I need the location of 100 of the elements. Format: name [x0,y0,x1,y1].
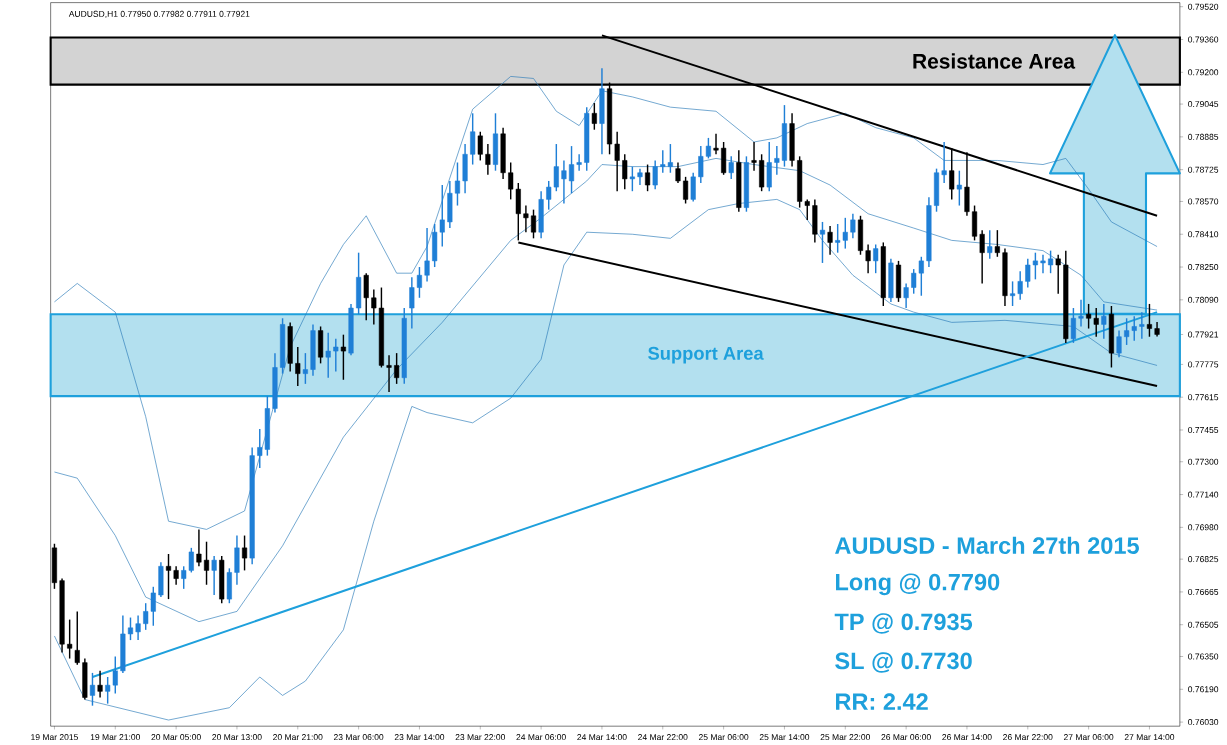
candlestick [454,162,461,207]
x-tick-label: 19 Mar 2015 [31,734,78,741]
x-tick-label: 26 Mar 22:00 [1003,734,1053,741]
candlestick [819,221,826,264]
y-tick-label: 0.79200 [1188,69,1219,76]
candlestick [477,131,483,162]
candlestick [979,229,985,285]
candlestick [409,276,415,330]
candlestick [987,229,993,260]
candlestick [774,145,780,176]
x-tick-label: 26 Mar 14:00 [942,734,992,741]
candlestick [576,153,582,172]
x-tick-label: 24 Mar 14:00 [577,734,627,741]
candlestick [629,166,635,193]
candlestick [690,172,696,203]
y-tick-label: 0.77775 [1188,361,1219,368]
candlestick [173,565,179,586]
y-tick-label: 0.78250 [1188,264,1219,271]
x-tick-label: 20 Mar 13:00 [212,734,262,741]
y-tick-label: 0.77140 [1188,491,1219,498]
candlestick [637,168,643,186]
candlestick [728,155,734,180]
candlestick [523,205,529,234]
x-tick-label: 20 Mar 05:00 [151,734,201,741]
candlestick [485,143,491,176]
candlestick [941,141,947,184]
x-tick-label: 24 Mar 22:00 [638,734,688,741]
candlestick [1040,254,1046,275]
y-tick-label: 0.79520 [1188,3,1219,10]
candlestick [295,346,301,387]
x-tick-label: 23 Mar 22:00 [455,734,506,741]
x-tick-label: 25 Mar 22:00 [820,734,871,741]
candlestick [675,162,681,184]
candlestick [568,145,575,195]
annotation: SL @ 0.7730 [835,652,972,673]
y-tick-label: 0.77455 [1188,427,1219,434]
candlestick [67,619,73,660]
x-tick-label: 23 Mar 14:00 [394,734,445,741]
y-tick-label: 0.76505 [1188,621,1219,628]
y-tick-label: 0.78725 [1188,166,1219,173]
candlestick [1101,303,1107,340]
x-tick-label: 27 Mar 14:00 [1124,734,1175,741]
candlestick [394,352,400,385]
candlestick [652,159,658,191]
annotation: RR: 2.42 [836,693,928,711]
y-tick-label: 0.77300 [1188,458,1219,466]
band-label: Resistance Area [913,53,1076,69]
candlestick [416,266,422,299]
candlestick [74,610,80,666]
candlestick [949,147,955,201]
candlestick [530,209,537,240]
candlestick [1139,311,1145,340]
y-tick-label: 0.79360 [1188,36,1219,43]
annotation: AUDUSD - March 27th 2015 [835,536,1139,555]
y-tick-label: 0.76350 [1188,653,1219,660]
candlestick [1048,250,1054,275]
x-tick-label: 25 Mar 06:00 [698,734,749,741]
candlestick [424,227,430,283]
candlestick [1078,299,1084,328]
candlestick [956,170,962,207]
candlestick [827,225,833,256]
candlestick [97,670,103,699]
candlestick [340,334,346,381]
candlestick [89,672,96,707]
y-tick-label: 0.76190 [1188,686,1219,693]
x-tick-label: 23 Mar 06:00 [333,734,384,741]
x-tick-label: 25 Mar 14:00 [759,734,810,741]
candlestick [211,555,217,596]
candlestick [645,164,651,193]
y-tick-label: 0.79045 [1188,101,1219,108]
candlestick [850,213,856,240]
candlestick [713,133,719,156]
y-tick-label: 0.78570 [1188,198,1219,205]
y-tick-label: 0.78090 [1188,297,1219,304]
candlestick [903,282,909,309]
candlestick [994,229,1000,258]
x-tick-label: 19 Mar 21:00 [90,734,141,741]
y-tick-label: 0.76825 [1188,556,1219,563]
annotation: TP @ 0.7935 [834,613,973,634]
line-series [54,76,1158,530]
x-tick-label: 27 Mar 06:00 [1063,734,1114,741]
candlestick [325,332,331,379]
candlestick [203,541,210,586]
y-tick-label: 0.77921 [1188,331,1219,338]
candlestick [873,244,879,275]
annotation: Long @ 0.7790 [836,573,1000,596]
candlestick [622,153,628,191]
candlestick [751,141,757,172]
candlestick [242,535,248,572]
y-tick-label: 0.78410 [1188,231,1219,238]
y-tick-label: 0.77615 [1188,394,1219,401]
y-tick-label: 0.76665 [1188,589,1219,596]
candlestick [1070,307,1076,344]
candlestick [614,131,620,193]
candlestick [591,102,597,131]
candlestick [363,272,369,322]
text: AUDUSD,H1 0.77950 0.77982 0.77911 0.77921 [68,11,250,19]
candlestick [1146,303,1152,338]
candlestick [561,159,567,205]
candlestick [470,112,476,166]
